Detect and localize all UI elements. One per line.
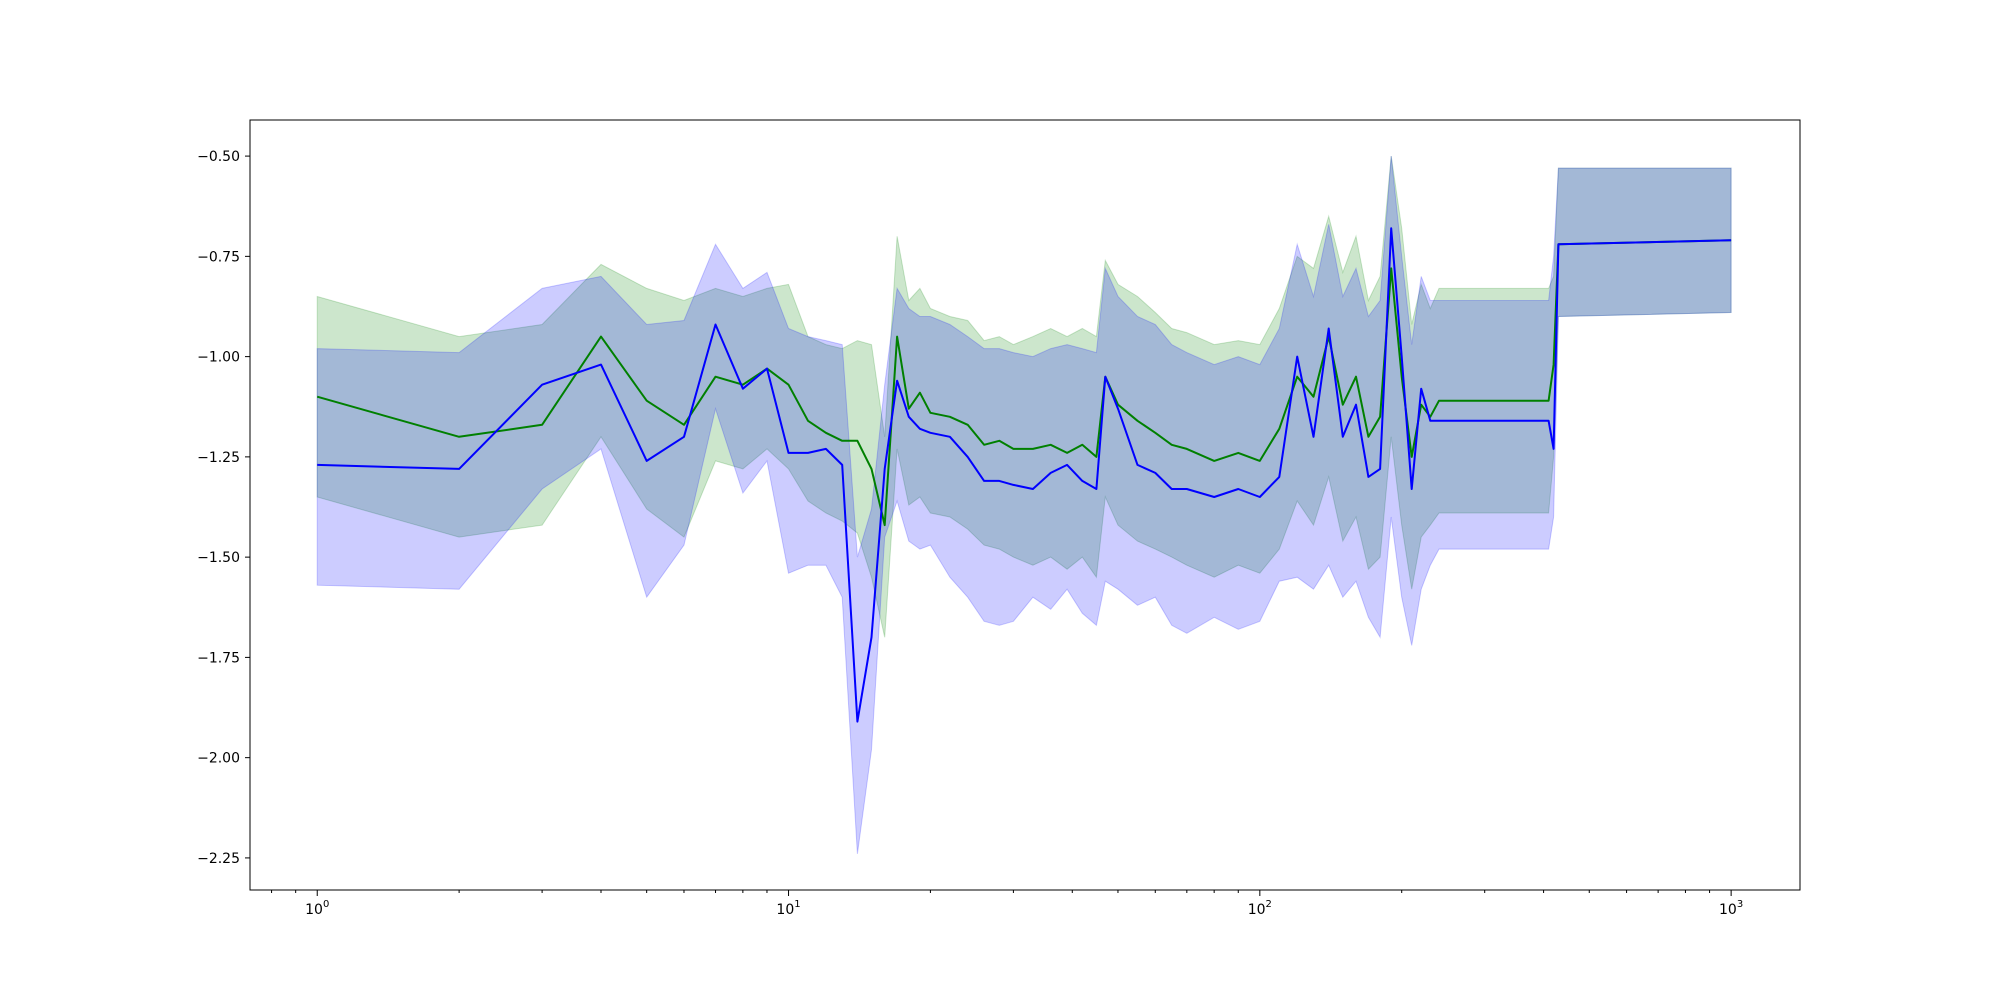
- x-tick-label: 102: [1248, 899, 1272, 918]
- x-tick-label: 101: [776, 899, 800, 918]
- series-lines: [316, 227, 1732, 723]
- y-tick-label: −0.50: [197, 149, 240, 165]
- plot-frame: [249, 119, 1801, 891]
- y-tick-label: −0.75: [197, 249, 240, 265]
- x-axis: 100 101 102 103: [271, 890, 1743, 918]
- y-axis: −0.50 −0.75 −1.00 −1.25 −1.50 −1.75 −2.00 −2.25: [197, 149, 250, 867]
- series-line-1: [317, 227, 1732, 723]
- y-tick-label: −1.00: [197, 350, 240, 366]
- y-tick-label: −2.00: [197, 751, 240, 767]
- confidence-band-1: [316, 156, 1732, 854]
- confidence-band-0: [316, 156, 1732, 638]
- y-tick-label: −1.50: [197, 550, 240, 566]
- confidence-bands: [316, 156, 1732, 854]
- y-tick-label: −1.25: [197, 450, 240, 466]
- y-tick-label: −1.75: [197, 650, 240, 666]
- x-tick-label: 103: [1719, 899, 1743, 918]
- y-tick-label: −2.25: [197, 851, 240, 867]
- x-tick-label: 100: [305, 899, 329, 918]
